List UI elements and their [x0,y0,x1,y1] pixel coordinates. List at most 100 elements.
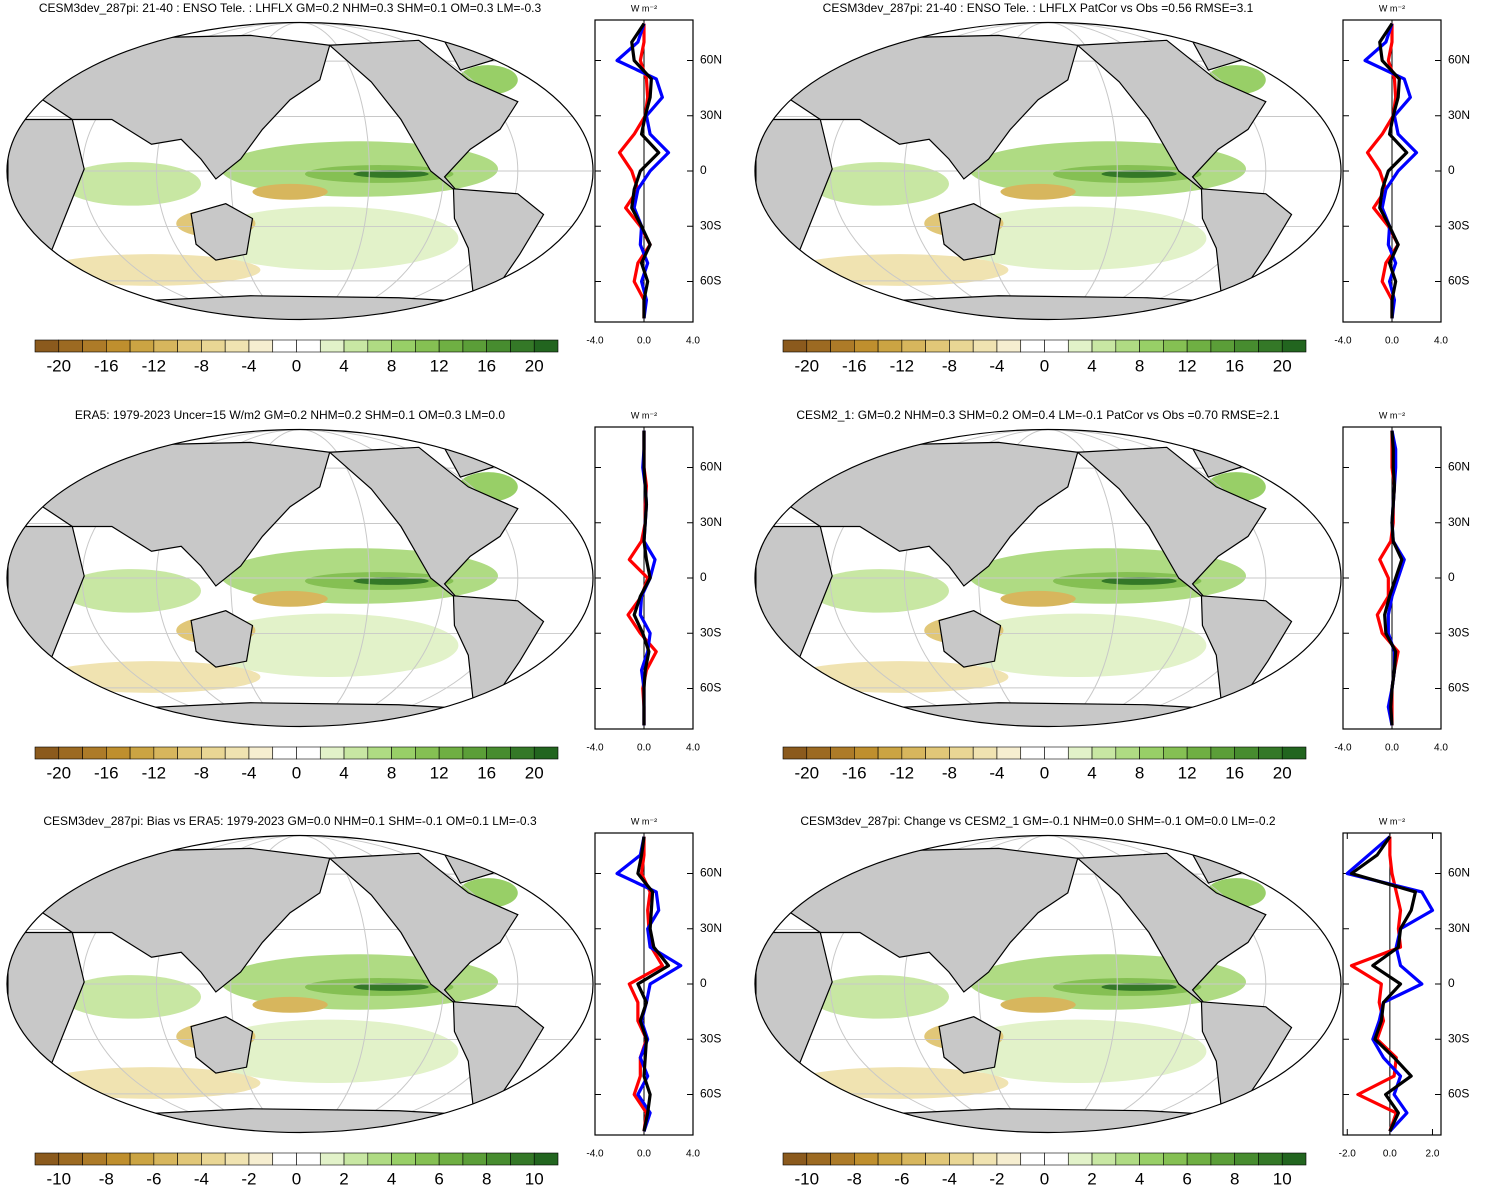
colorbar-box [224,339,250,353]
colorbar-box [972,339,998,353]
colorbar-box [201,1152,226,1166]
colorbar-box [438,746,464,760]
y-tick-label: 60N [1448,866,1470,880]
x-tick-label: 4.0 [686,1149,700,1160]
colorbar-box [877,1152,903,1166]
colorbar-label: -8 [847,1169,862,1187]
colorbar-label: 8 [387,356,396,375]
profile-line [630,22,661,319]
colorbar-box [391,339,416,353]
colorbar-box [1115,746,1140,760]
colorbar-box [972,746,998,760]
x-axis-label: W m⁻² [1379,816,1405,826]
colorbar-box [1281,746,1307,760]
colorbar-box [343,339,369,353]
colorbar-label: 12 [430,763,449,782]
colorbar-label: 16 [477,763,496,782]
colorbar-box [201,339,226,353]
colorbar-box [854,746,879,760]
profile-line [1378,22,1409,319]
colorbar-label: 2 [339,1169,348,1187]
map [3,21,597,322]
panel-title: CESM3dev_287pi: Change vs CESM2_1 GM=-0.… [800,814,1276,828]
colorbar-box [367,1152,392,1166]
y-tick-label: 60S [700,274,721,288]
colorbar-box [901,1152,926,1166]
x-tick-label: 4.0 [686,743,700,754]
y-tick-label: 30N [1448,515,1470,529]
colorbar-label: 12 [1178,763,1197,782]
colorbar-label: 0 [1040,356,1049,375]
y-tick-label: 60S [1448,274,1469,288]
colorbar-box [462,746,487,760]
y-tick-label: 60N [1448,53,1470,67]
colorbar-box [1186,746,1212,760]
colorbar-box [1258,339,1283,353]
y-tick-label: 0 [700,976,707,990]
map [3,428,597,729]
x-axis-label: W m⁻² [631,3,657,13]
colorbar-box [901,746,926,760]
colorbar-box [391,746,416,760]
colorbar-box [272,1152,297,1166]
colorbar-label: -2 [241,1169,256,1187]
colorbar-box [1044,339,1069,353]
colorbar-label: 0 [292,763,301,782]
colorbar-box [1281,1152,1307,1166]
colorbar-label: -20 [794,356,819,375]
colorbar-box [830,339,855,353]
colorbar-label: -4 [989,763,1004,782]
colorbar-box [996,339,1022,353]
colorbar-box [415,1152,440,1166]
x-axis-label: W m⁻² [631,816,657,826]
colorbar-box [925,746,950,760]
y-tick-label: 0 [700,163,707,177]
colorbar-label: 6 [434,1169,443,1187]
colorbar-box [806,339,831,353]
colorbar-box [949,746,974,760]
profile-line [615,23,671,319]
colorbar-box [391,1152,416,1166]
y-tick-label: 30N [700,515,722,529]
x-tick-label: 0.0 [637,1149,651,1160]
colorbar-label: -20 [46,763,71,782]
y-tick-label: 30N [1448,921,1470,935]
colorbar-label: 8 [1135,356,1144,375]
colorbar-box [996,1152,1022,1166]
colorbar-label: -8 [194,763,209,782]
x-tick-label: 0.0 [637,336,651,347]
y-tick-label: 30S [700,1031,721,1045]
colorbar-box [272,746,297,760]
y-tick-label: 60S [700,681,721,695]
colorbar-box [877,746,903,760]
colorbar-box [129,339,155,353]
colorbar-label: 2 [1087,1169,1096,1187]
x-tick-label: -4.0 [586,743,604,754]
colorbar-box [1234,746,1259,760]
colorbar-box [248,1152,274,1166]
colorbar-box [106,1152,131,1166]
map [751,21,1345,322]
map [3,834,597,1135]
colorbar-box [1163,339,1188,353]
colorbar-box [201,746,226,760]
colorbar-label: 16 [1225,763,1244,782]
colorbar-box [462,339,487,353]
x-axis-label: W m⁻² [631,410,657,420]
x-tick-label: 0.0 [637,743,651,754]
colorbar-box [415,339,440,353]
colorbar-label: -4 [194,1169,209,1187]
colorbar-box [153,746,178,760]
colorbar-label: 4 [387,1169,396,1187]
colorbar-box [82,339,107,353]
y-tick-label: 30N [700,108,722,122]
colorbar-label: 0 [292,356,301,375]
map [751,428,1345,729]
colorbar-box [343,746,369,760]
colorbar-box [129,1152,155,1166]
colorbar-box [1139,339,1164,353]
y-tick-label: 60N [700,460,722,474]
y-tick-label: 0 [1448,570,1455,584]
colorbar-box [248,339,274,353]
